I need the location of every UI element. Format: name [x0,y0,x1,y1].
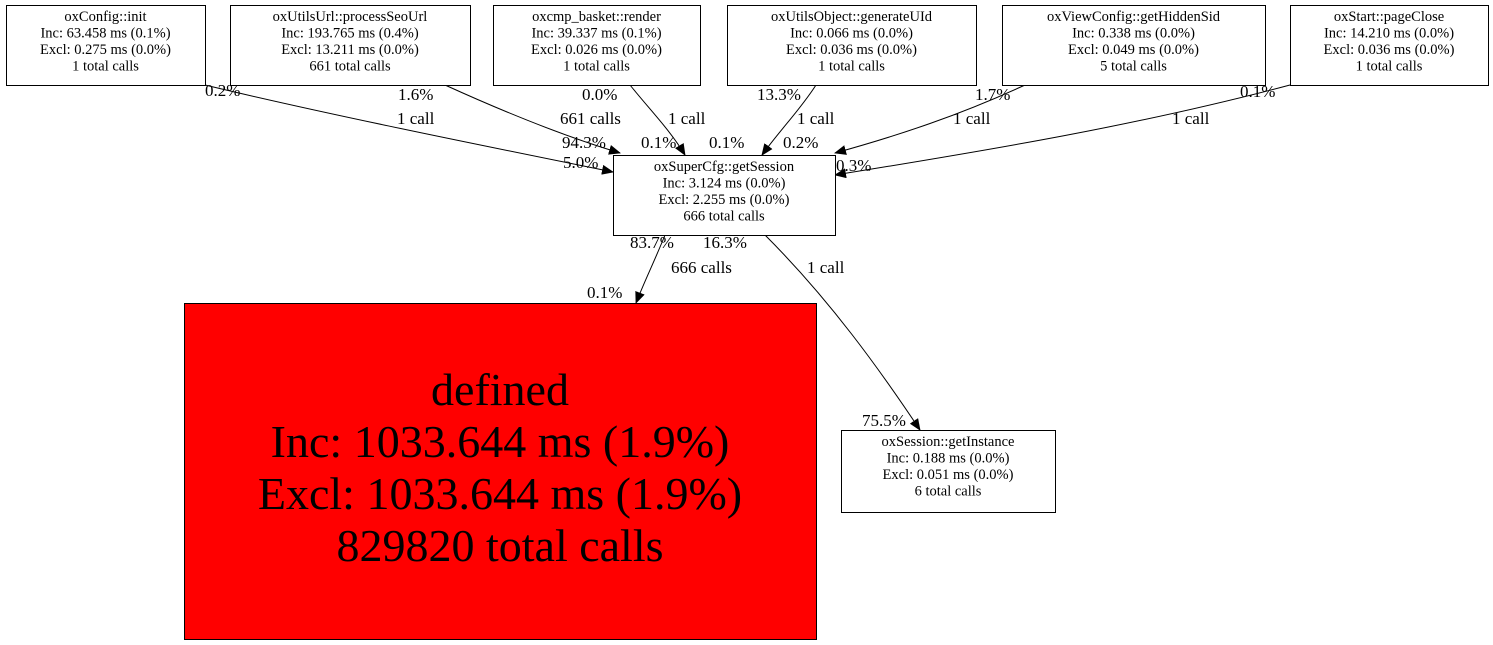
edge-call-count: 661 calls [560,109,621,128]
node-inc: Inc: 0.338 ms (0.0%) [1072,26,1195,42]
node-calls: 5 total calls [1100,59,1167,75]
edge-session-to-defined: 83.7% 666 calls 0.1% [587,233,732,304]
edge-call-count: 1 call [807,258,845,277]
node-inc: Inc: 3.124 ms (0.0%) [663,176,786,192]
node-name: oxUtilsUrl::processSeoUrl [273,9,428,25]
edge-tail-percent: 1.6% [398,85,433,104]
node-inc: Inc: 39.337 ms (0.1%) [531,26,661,42]
edge-call-count: 1 call [668,109,706,128]
node-name: oxViewConfig::getHiddenSid [1047,9,1221,25]
edge-line [444,84,621,155]
edge-basket-to-session: 0.0% 1 call 0.1% [582,84,706,156]
node-name: oxSuperCfg::getSession [654,159,795,175]
node-name: oxStart::pageClose [1334,9,1444,25]
node-calls: 6 total calls [915,484,982,500]
node-excl: Excl: 0.026 ms (0.0%) [531,42,662,58]
node-excl: Excl: 0.275 ms (0.0%) [40,42,171,58]
node-excl: Excl: 0.036 ms (0.0%) [1324,42,1455,58]
node-box [184,303,817,640]
edge-tail-percent: 13.3% [757,85,801,104]
edge-tail-percent: 83.7% [630,233,674,252]
edge-seo-to-session: 1.6% 661 calls 94.3% [398,84,621,155]
edge-head-percent: 0.1% [587,283,622,302]
edge-call-count: 1 call [797,109,835,128]
node-box [727,5,977,86]
node-inc: Inc: 14.210 ms (0.0%) [1324,26,1454,42]
edge-line [834,84,1291,179]
node-box [613,155,836,236]
node-excl: Excl: 1033.644 ms (1.9%) [258,468,742,519]
edge-head-percent: 75.5% [862,411,906,430]
node-inc: Inc: 193.765 ms (0.4%) [281,26,418,42]
edge-close-to-session: 0.1% 1 call 0.3% [834,82,1291,179]
edge-head-percent: 0.2% [783,133,818,152]
edge-tail-percent: 0.0% [582,85,617,104]
node-box [6,5,206,86]
node-calls: 1 total calls [818,59,885,75]
edge-call-count: 1 call [397,109,435,128]
node-inc: Inc: 0.066 ms (0.0%) [790,26,913,42]
edge-uid-to-session: 13.3% 1 call 0.1% [709,84,835,156]
edge-call-count: 1 call [1172,109,1210,128]
edge-line [204,84,614,175]
node-box [1002,5,1266,86]
edge-line [761,84,817,156]
node-box [1290,5,1489,86]
edge-head-percent: 0.1% [709,133,744,152]
node-calls: 1 total calls [563,59,630,75]
node-inc: Inc: 1033.644 ms (1.9%) [271,416,730,467]
edge-line [764,234,921,431]
node-excl: Excl: 0.049 ms (0.0%) [1068,42,1199,58]
edge-head-percent: 0.3% [836,156,871,175]
node-name: oxUtilsObject::generateUId [771,9,933,25]
node-excl: Excl: 0.051 ms (0.0%) [883,467,1014,483]
edge-head-percent: 0.1% [641,133,676,152]
node-box [841,430,1056,513]
edge-tail-percent: 16.3% [703,233,747,252]
node-name: oxcmp_basket::render [532,9,661,25]
node-calls: 1 total calls [1356,59,1423,75]
edge-line [635,234,666,304]
node-name: oxConfig::init [64,9,146,25]
edge-sid-to-session: 1.7% 1 call 0.2% [783,84,1026,155]
edge-tail-percent: 1.7% [975,85,1010,104]
edge-head-percent: 5.0% [563,153,598,172]
node-name: defined [431,364,569,415]
node-box [230,5,471,86]
node-name: oxSession::getInstance [882,434,1015,450]
node-box [493,5,701,86]
edge-call-count: 666 calls [671,258,732,277]
edge-line [834,84,1026,155]
node-calls: 829820 total calls [336,520,663,571]
node-excl: Excl: 2.255 ms (0.0%) [659,192,790,208]
edge-tail-percent: 0.1% [1240,82,1275,101]
edge-call-count: 1 call [953,109,991,128]
node-excl: Excl: 0.036 ms (0.0%) [786,42,917,58]
node-calls: 666 total calls [683,209,765,225]
node-calls: 1 total calls [72,59,139,75]
edge-head-percent: 94.3% [562,133,606,152]
node-excl: Excl: 13.211 ms (0.0%) [281,42,419,58]
node-inc: Inc: 0.188 ms (0.0%) [887,451,1010,467]
node-inc: Inc: 63.458 ms (0.1%) [40,26,170,42]
edge-line [629,84,686,156]
node-calls: 661 total calls [309,59,391,75]
edge-session-to-instance: 16.3% 1 call 75.5% [703,233,921,431]
